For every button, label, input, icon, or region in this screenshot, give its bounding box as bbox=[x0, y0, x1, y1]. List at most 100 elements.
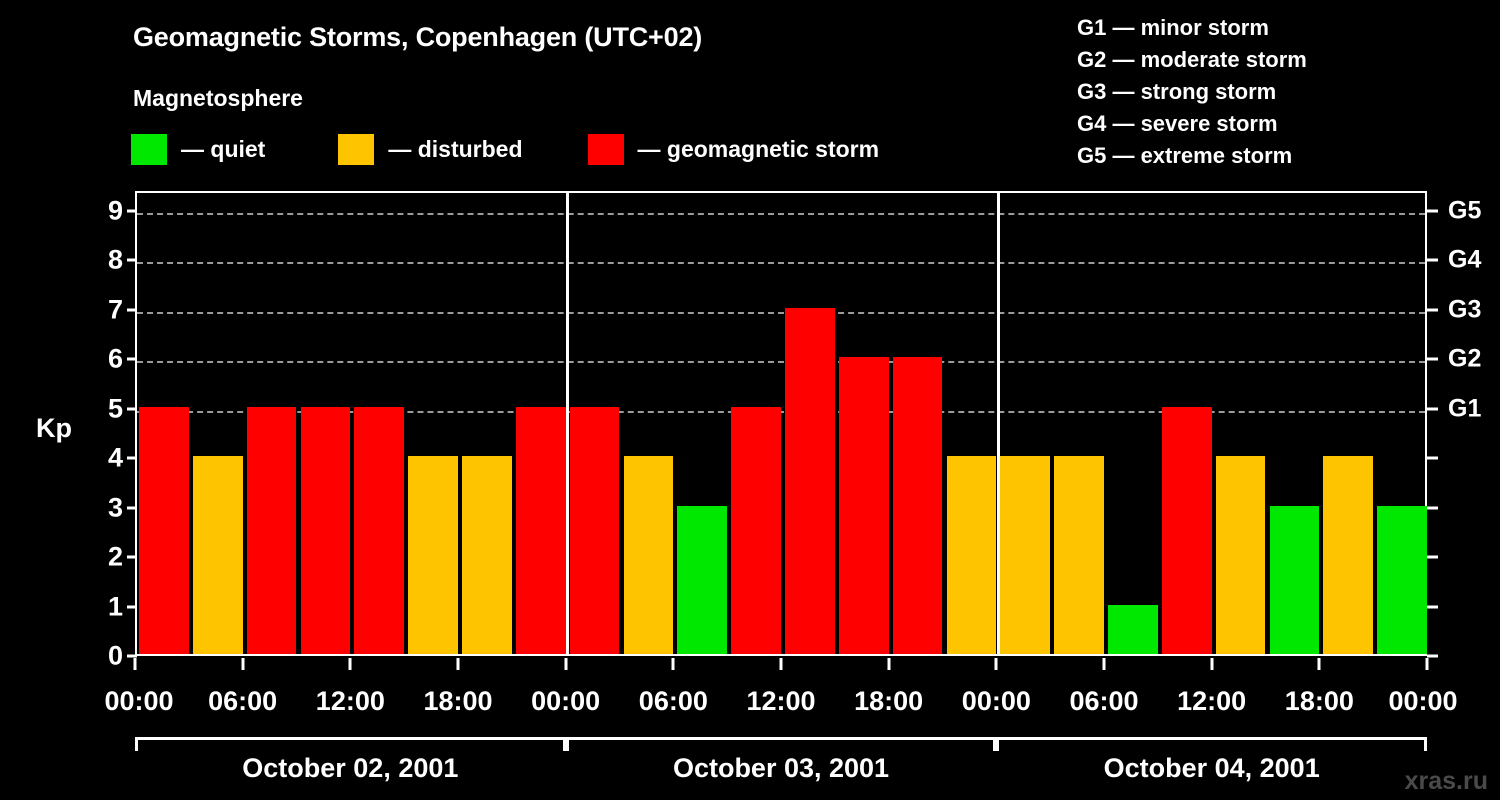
bar-kp-4 bbox=[1215, 456, 1266, 654]
bar-kp-4 bbox=[408, 456, 458, 654]
right-tick-mark-kp-2 bbox=[1427, 555, 1438, 559]
gridline-kp-7 bbox=[137, 311, 1425, 314]
x-tick-mark-2 bbox=[348, 658, 352, 670]
bar-kp-4 bbox=[1000, 456, 1051, 654]
bar-kp-5 bbox=[354, 406, 405, 654]
y-tick-mark-6 bbox=[127, 357, 137, 361]
x-tick-mark-0 bbox=[133, 658, 137, 670]
y-tick-label-8: 8 bbox=[107, 244, 123, 275]
g-tick-label-G4: G4 bbox=[1448, 245, 1482, 274]
x-tick-label-5: 06:00 bbox=[638, 686, 708, 716]
x-tick-mark-5 bbox=[671, 658, 675, 670]
x-tick-mark-8 bbox=[994, 658, 998, 670]
bar-kp-4 bbox=[623, 456, 674, 654]
bar-kp-6 bbox=[838, 357, 889, 654]
bar-kp-5 bbox=[300, 406, 351, 654]
legend-entry-quiet: — quiet bbox=[131, 133, 265, 165]
x-tick-mark-7 bbox=[887, 658, 891, 670]
bar-kp-2 bbox=[1409, 555, 1425, 654]
right-tick-mark-kp-1 bbox=[1427, 605, 1438, 609]
day-bracket-2 bbox=[565, 737, 997, 751]
bar-kp-4 bbox=[946, 456, 997, 654]
right-tick-mark-kp-5 bbox=[1427, 407, 1438, 411]
y-tick-mark-3 bbox=[127, 506, 137, 510]
day-label-3: October 04, 2001 bbox=[1103, 753, 1320, 783]
x-tick-mark-9 bbox=[1102, 658, 1106, 670]
y-tick-mark-8 bbox=[127, 258, 137, 262]
legend-entry-geomagneticstorm: — geomagnetic storm bbox=[587, 133, 880, 165]
right-tick-mark-kp-9 bbox=[1427, 209, 1438, 213]
bar-kp-5 bbox=[1161, 406, 1212, 654]
bar-kp-4 bbox=[192, 456, 243, 654]
x-tick-mark-12 bbox=[1425, 658, 1429, 670]
gridline-kp-8 bbox=[137, 262, 1425, 265]
green-swatch bbox=[131, 133, 167, 165]
page-title: Geomagnetic Storms, Copenhagen (UTC+02) bbox=[133, 22, 703, 52]
gridline-kp-9 bbox=[137, 212, 1425, 215]
g-legend-row-g5: G5 — extreme storm bbox=[1077, 143, 1293, 168]
x-tick-mark-4 bbox=[564, 658, 568, 670]
right-tick-mark-kp-6 bbox=[1427, 357, 1438, 361]
y-tick-mark-7 bbox=[127, 308, 137, 312]
g-tick-label-G5: G5 bbox=[1448, 196, 1482, 225]
x-tick-label-11: 18:00 bbox=[1284, 686, 1354, 716]
x-tick-label-4: 00:00 bbox=[531, 686, 601, 716]
g-scale-legend: G1 — minor storm G2 — moderate storm G3 — … bbox=[1077, 12, 1307, 172]
day-label-2: October 03, 2001 bbox=[672, 753, 890, 783]
day-bracket-3 bbox=[996, 737, 1427, 751]
bar-kp-5 bbox=[139, 406, 189, 654]
y-tick-mark-5 bbox=[127, 407, 137, 411]
bar-kp-5 bbox=[569, 406, 620, 654]
y-tick-label-3: 3 bbox=[107, 492, 123, 523]
bar-kp-4 bbox=[1323, 456, 1374, 654]
bar-kp-4 bbox=[462, 456, 512, 654]
x-tick-mark-1 bbox=[241, 658, 245, 670]
red-swatch bbox=[587, 133, 624, 165]
watermark: xras.ru bbox=[1404, 767, 1488, 795]
bar-kp-3 bbox=[677, 505, 728, 654]
bar-kp-1 bbox=[1108, 604, 1158, 654]
x-tick-label-2: 12:00 bbox=[315, 686, 385, 716]
y-tick-mark-4 bbox=[127, 456, 137, 460]
legend-label: — geomagnetic storm bbox=[637, 135, 880, 162]
plot-inner bbox=[137, 191, 1427, 656]
right-tick-mark-kp-3 bbox=[1427, 506, 1438, 510]
x-tick-label-8: 00:00 bbox=[961, 686, 1031, 716]
x-tick-label-9: 06:00 bbox=[1069, 686, 1139, 716]
x-tick-label-6: 12:00 bbox=[746, 686, 816, 716]
g-tick-label-G1: G1 bbox=[1448, 394, 1482, 423]
g-tick-label-G2: G2 bbox=[1448, 344, 1482, 373]
x-tick-mark-11 bbox=[1317, 658, 1321, 670]
day-bracket-1 bbox=[135, 737, 566, 751]
right-tick-mark-kp-7 bbox=[1427, 308, 1438, 312]
bar-kp-5 bbox=[246, 406, 297, 654]
y-tick-mark-9 bbox=[127, 209, 137, 213]
y-tick-mark-2 bbox=[127, 555, 137, 559]
legend-label: — disturbed bbox=[388, 135, 523, 162]
y-tick-label-1: 1 bbox=[107, 591, 123, 622]
x-tick-label-10: 12:00 bbox=[1177, 686, 1247, 716]
y-tick-label-4: 4 bbox=[107, 442, 123, 473]
y-tick-label-6: 6 bbox=[107, 343, 123, 374]
right-tick-mark-kp-8 bbox=[1427, 258, 1438, 262]
x-tick-mark-3 bbox=[456, 658, 460, 670]
bar-kp-7 bbox=[785, 307, 835, 654]
legend-entry-disturbed: — disturbed bbox=[338, 133, 523, 165]
day-label-1: October 02, 2001 bbox=[242, 753, 459, 783]
x-tick-label-1: 06:00 bbox=[208, 686, 278, 716]
y-tick-label-2: 2 bbox=[107, 541, 123, 572]
g-legend-row-g4: G4 — severe storm bbox=[1077, 111, 1278, 136]
day-divider-1 bbox=[566, 191, 570, 656]
x-tick-label-3: 18:00 bbox=[423, 686, 493, 716]
chart-plot-area bbox=[135, 191, 1427, 656]
x-tick-mark-10 bbox=[1210, 658, 1214, 670]
x-tick-label-7: 18:00 bbox=[854, 686, 924, 716]
y-tick-label-9: 9 bbox=[107, 195, 123, 226]
bar-kp-6 bbox=[892, 357, 943, 654]
bar-kp-5 bbox=[731, 406, 781, 654]
g-legend-row-g1: G1 — minor storm bbox=[1077, 15, 1269, 40]
y-tick-label-0: 0 bbox=[107, 640, 123, 671]
right-tick-mark-kp-4 bbox=[1427, 456, 1438, 460]
y-tick-mark-0 bbox=[127, 654, 137, 658]
y-tick-label-7: 7 bbox=[107, 294, 123, 325]
